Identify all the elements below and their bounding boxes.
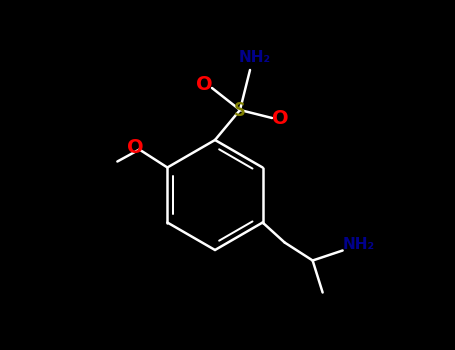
Text: S: S [234,100,246,119]
Text: O: O [127,138,144,157]
Text: NH₂: NH₂ [343,237,375,252]
Text: NH₂: NH₂ [239,50,271,65]
Text: O: O [272,108,288,127]
Text: O: O [196,75,212,93]
